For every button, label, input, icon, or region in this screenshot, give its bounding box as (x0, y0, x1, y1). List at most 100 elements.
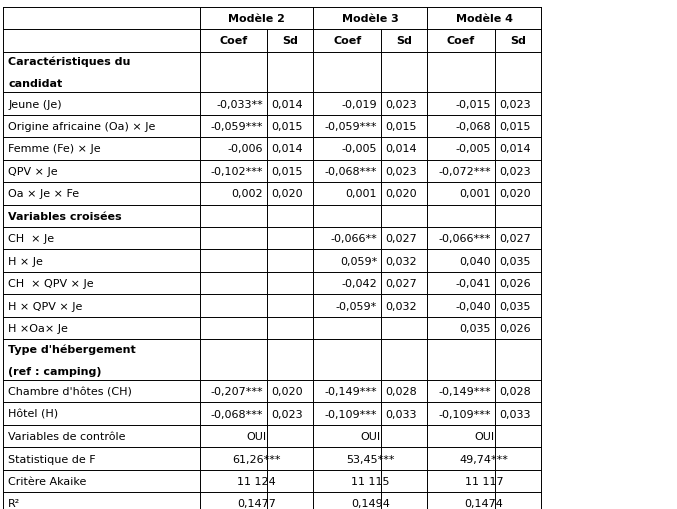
Text: 0,015: 0,015 (499, 122, 531, 132)
Text: Chambre d'hôtes (CH): Chambre d'hôtes (CH) (8, 386, 132, 397)
Text: H × QPV × Je: H × QPV × Je (8, 301, 83, 311)
Text: 0,020: 0,020 (271, 386, 303, 397)
Text: Coef: Coef (333, 36, 362, 46)
Text: 0,015: 0,015 (271, 166, 303, 177)
Text: 0,001: 0,001 (459, 189, 491, 199)
Text: Modèle 4: Modèle 4 (456, 14, 512, 24)
Text: -0,005: -0,005 (456, 144, 491, 154)
Text: 0,032: 0,032 (385, 301, 417, 311)
Text: 0,020: 0,020 (271, 189, 303, 199)
Text: -0,041: -0,041 (455, 278, 491, 289)
Text: Coef: Coef (219, 36, 248, 46)
Text: 0,020: 0,020 (499, 189, 531, 199)
Text: 0,026: 0,026 (499, 323, 531, 333)
Text: Sd: Sd (396, 36, 412, 46)
Text: H ×Oa× Je: H ×Oa× Je (8, 323, 68, 333)
Text: -0,068***: -0,068*** (211, 409, 263, 419)
Text: -0,072***: -0,072*** (438, 166, 491, 177)
Text: CH  × Je: CH × Je (8, 234, 54, 244)
Text: (ref : camping): (ref : camping) (8, 366, 102, 376)
Text: -0,149***: -0,149*** (438, 386, 491, 397)
Text: -0,059***: -0,059*** (324, 122, 377, 132)
Text: CH  × QPV × Je: CH × QPV × Je (8, 278, 93, 289)
Text: Caractéristiques du: Caractéristiques du (8, 56, 131, 67)
Text: 0,020: 0,020 (385, 189, 417, 199)
Text: R²: R² (8, 498, 20, 508)
Text: 61,26***: 61,26*** (232, 454, 281, 464)
Text: H × Je: H × Je (8, 256, 43, 266)
Text: 0,001: 0,001 (345, 189, 377, 199)
Text: OUI: OUI (246, 431, 267, 441)
Text: Variables croisées: Variables croisées (8, 211, 122, 221)
Text: Origine africaine (Oa) × Je: Origine africaine (Oa) × Je (8, 122, 156, 132)
Text: 0,015: 0,015 (385, 122, 417, 132)
Text: Jeune (Je): Jeune (Je) (8, 99, 62, 109)
Text: 0,023: 0,023 (385, 99, 417, 109)
Text: -0,068: -0,068 (455, 122, 491, 132)
Text: QPV × Je: QPV × Je (8, 166, 58, 177)
Text: 0,023: 0,023 (385, 166, 417, 177)
Text: 0,035: 0,035 (459, 323, 491, 333)
Text: 0,027: 0,027 (385, 234, 417, 244)
Text: -0,040: -0,040 (455, 301, 491, 311)
Text: 0,032: 0,032 (385, 256, 417, 266)
Text: Modèle 3: Modèle 3 (342, 14, 399, 24)
Text: 0,035: 0,035 (499, 301, 531, 311)
Text: -0,059***: -0,059*** (211, 122, 263, 132)
Text: -0,006: -0,006 (228, 144, 263, 154)
Text: -0,042: -0,042 (341, 278, 377, 289)
Text: candidat: candidat (8, 79, 62, 89)
Text: 0,002: 0,002 (232, 189, 263, 199)
Text: 53,45***: 53,45*** (346, 454, 395, 464)
Text: -0,102***: -0,102*** (211, 166, 263, 177)
Text: 0,040: 0,040 (459, 256, 491, 266)
Text: Hôtel (H): Hôtel (H) (8, 409, 58, 419)
Text: Oa × Je × Fe: Oa × Je × Fe (8, 189, 79, 199)
Text: -0,068***: -0,068*** (324, 166, 377, 177)
Text: 0,1494: 0,1494 (351, 498, 390, 508)
Text: 0,014: 0,014 (271, 144, 303, 154)
Text: -0,066**: -0,066** (330, 234, 377, 244)
Text: 11 117: 11 117 (464, 476, 504, 486)
Text: -0,109***: -0,109*** (438, 409, 491, 419)
Text: 0,015: 0,015 (271, 122, 303, 132)
Text: OUI: OUI (474, 431, 494, 441)
Text: -0,019: -0,019 (341, 99, 377, 109)
Text: Coef: Coef (447, 36, 475, 46)
Text: 0,1477: 0,1477 (237, 498, 276, 508)
Text: 0,035: 0,035 (499, 256, 531, 266)
Text: 0,033: 0,033 (385, 409, 417, 419)
Text: 0,023: 0,023 (499, 99, 531, 109)
Text: 11 115: 11 115 (351, 476, 389, 486)
Text: 0,023: 0,023 (271, 409, 303, 419)
Text: Sd: Sd (510, 36, 526, 46)
Text: 0,014: 0,014 (271, 99, 303, 109)
Text: 0,028: 0,028 (385, 386, 417, 397)
Text: Critère Akaike: Critère Akaike (8, 476, 87, 486)
Text: Femme (Fe) × Je: Femme (Fe) × Je (8, 144, 101, 154)
Text: -0,033**: -0,033** (217, 99, 263, 109)
Text: 0,014: 0,014 (385, 144, 417, 154)
Text: -0,005: -0,005 (342, 144, 377, 154)
Text: Sd: Sd (282, 36, 299, 46)
Text: OUI: OUI (360, 431, 380, 441)
Text: -0,207***: -0,207*** (211, 386, 263, 397)
Text: -0,066***: -0,066*** (439, 234, 491, 244)
Text: 0,033: 0,033 (499, 409, 531, 419)
Text: -0,149***: -0,149*** (324, 386, 377, 397)
Text: 0,027: 0,027 (499, 234, 531, 244)
Text: Modèle 2: Modèle 2 (228, 14, 285, 24)
Text: 0,027: 0,027 (385, 278, 417, 289)
Text: Type d'hébergement: Type d'hébergement (8, 344, 136, 354)
Text: 0,059*: 0,059* (340, 256, 377, 266)
Text: 0,023: 0,023 (499, 166, 531, 177)
Text: 0,026: 0,026 (499, 278, 531, 289)
Text: 0,028: 0,028 (499, 386, 531, 397)
Text: 49,74***: 49,74*** (460, 454, 508, 464)
Text: -0,059*: -0,059* (336, 301, 377, 311)
Text: 0,014: 0,014 (499, 144, 531, 154)
Text: 11 124: 11 124 (237, 476, 276, 486)
Text: -0,015: -0,015 (456, 99, 491, 109)
Text: -0,109***: -0,109*** (324, 409, 377, 419)
Text: Variables de contrôle: Variables de contrôle (8, 431, 126, 441)
